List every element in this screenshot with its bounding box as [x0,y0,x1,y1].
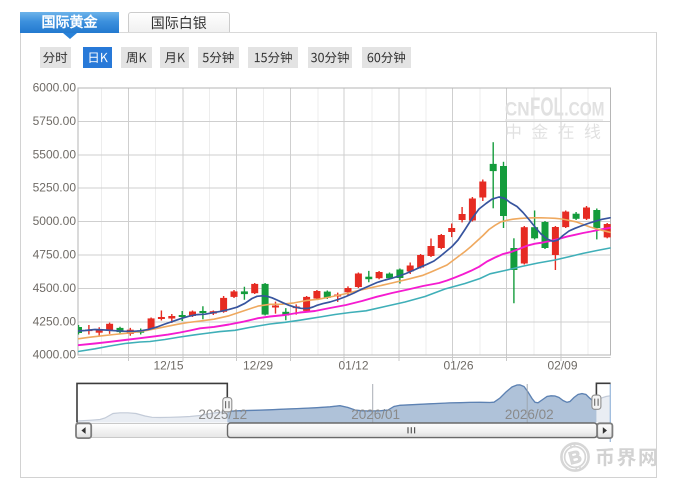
svg-text:B: B [566,446,583,468]
svg-text:4750.00: 4750.00 [33,248,77,262]
svg-text:2025/12: 2025/12 [198,407,247,422]
svg-text:FOL: FOL [530,92,564,122]
svg-text:2026/01: 2026/01 [351,407,400,422]
svg-text:01/26: 01/26 [443,359,473,373]
svg-text:4000.00: 4000.00 [33,348,77,362]
svg-text:4250.00: 4250.00 [33,314,77,328]
svg-text:5750.00: 5750.00 [33,114,77,128]
svg-text:6000.00: 6000.00 [33,81,77,95]
svg-text:5250.00: 5250.00 [33,181,77,195]
svg-text:12/29: 12/29 [243,359,273,373]
svg-text:.COM: .COM [564,99,604,121]
svg-text:02/09: 02/09 [547,359,577,373]
svg-text:01/12: 01/12 [338,359,368,373]
svg-text:5000.00: 5000.00 [33,214,77,228]
svg-text:5500.00: 5500.00 [33,147,77,161]
svg-text:4500.00: 4500.00 [33,281,77,295]
svg-text:12/15: 12/15 [153,359,183,373]
svg-text:2026/02: 2026/02 [505,407,554,422]
svg-text:CN: CN [505,99,530,121]
